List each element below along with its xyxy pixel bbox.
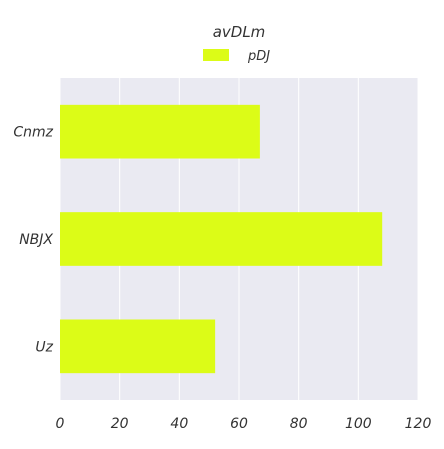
y-tick-label: NBJX (19, 232, 53, 248)
x-tick-label: 100 (345, 416, 372, 432)
x-tick-label: 120 (405, 416, 432, 432)
bar-Uz (60, 319, 216, 374)
x-axis-labels: 0 20 40 60 80 100 120 (56, 416, 432, 432)
bar-NBJX (60, 212, 383, 266)
legend: avDLm pDJ (203, 23, 270, 64)
bars (60, 104, 383, 374)
x-tick-label: 20 (111, 416, 129, 432)
x-tick-label: 60 (230, 416, 248, 432)
x-tick-label: 40 (170, 416, 188, 432)
legend-entry-label: pDJ (247, 49, 270, 64)
x-tick-label: 80 (290, 416, 308, 432)
legend-title: avDLm (213, 23, 266, 41)
y-tick-label: Uz (35, 339, 53, 355)
x-tick-label: 0 (56, 416, 65, 432)
bar-Cnmz (60, 104, 260, 159)
legend-swatch (203, 49, 229, 61)
y-axis-labels: Cnmz NBJX Uz (13, 125, 53, 356)
y-tick-label: Cnmz (13, 125, 53, 141)
